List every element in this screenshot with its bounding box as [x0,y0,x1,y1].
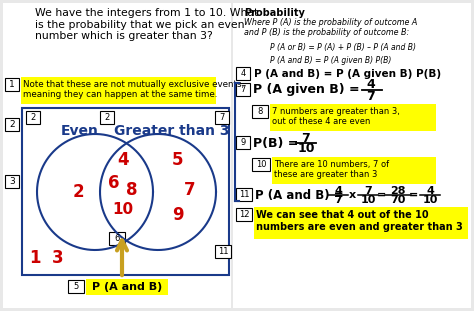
Text: 6: 6 [114,234,120,243]
FancyBboxPatch shape [21,77,216,104]
Text: =: = [377,190,387,200]
Text: =: = [410,190,419,200]
Text: 1: 1 [9,80,15,89]
Text: 3: 3 [9,177,15,186]
FancyBboxPatch shape [68,280,84,293]
Text: Probability: Probability [244,8,305,18]
FancyBboxPatch shape [236,83,250,96]
Text: 2: 2 [9,120,15,129]
Text: 6: 6 [108,174,120,192]
FancyBboxPatch shape [109,232,125,245]
Text: 28: 28 [390,186,406,196]
Text: P (A given B) =: P (A given B) = [253,83,364,96]
Text: 11: 11 [239,190,249,199]
FancyBboxPatch shape [215,245,231,258]
FancyBboxPatch shape [22,108,229,275]
FancyBboxPatch shape [270,104,436,131]
FancyBboxPatch shape [215,111,229,124]
Text: 7: 7 [364,186,372,196]
Text: x: x [348,190,356,200]
FancyBboxPatch shape [3,3,231,308]
Text: P (A and B) = P (A given B) P(B): P (A and B) = P (A given B) P(B) [270,56,392,65]
Text: Where P (A) is the probability of outcome A
and P (B) is the probability of outc: Where P (A) is the probability of outcom… [244,18,418,37]
Text: There are 10 numbers, 7 of
these are greater than 3: There are 10 numbers, 7 of these are gre… [274,160,389,179]
Text: 4: 4 [426,186,434,196]
Text: 7: 7 [366,90,375,103]
Text: Even: Even [61,124,99,138]
Text: P (A or B) = P (A) + P (B) – P (A and B): P (A or B) = P (A) + P (B) – P (A and B) [270,43,416,52]
Text: 7: 7 [184,181,196,199]
Text: 2: 2 [104,113,109,122]
Text: Greater than 3: Greater than 3 [114,124,230,138]
Text: 8: 8 [126,181,138,199]
Text: 9: 9 [172,206,184,224]
Text: 4: 4 [334,186,342,196]
Text: 70: 70 [390,195,406,205]
Text: 4: 4 [117,151,129,169]
Text: 1: 1 [29,249,41,267]
Text: P(B) =: P(B) = [253,137,303,150]
Text: 11: 11 [218,247,228,256]
Text: We have the integers from 1 to 10. What
is the probability that we pick an even
: We have the integers from 1 to 10. What … [35,8,258,41]
Text: 9: 9 [240,138,246,147]
Text: 10: 10 [256,160,266,169]
Text: 7: 7 [240,85,246,94]
FancyBboxPatch shape [236,208,252,221]
Text: 5: 5 [172,151,184,169]
FancyBboxPatch shape [26,111,40,124]
Text: 7 numbers are greater than 3,
out of these 4 are even: 7 numbers are greater than 3, out of the… [272,107,400,126]
Text: 7: 7 [219,113,225,122]
FancyBboxPatch shape [86,279,168,295]
FancyBboxPatch shape [272,157,436,184]
Text: 10: 10 [422,195,438,205]
Text: 10: 10 [112,202,134,217]
FancyBboxPatch shape [5,118,19,131]
FancyBboxPatch shape [236,136,250,149]
Text: 7: 7 [301,132,310,145]
Text: 7: 7 [334,195,342,205]
Text: 8: 8 [257,107,263,116]
Text: 2: 2 [30,113,36,122]
Text: 10: 10 [360,195,376,205]
Text: P (A and B) = P (A given B) P(B): P (A and B) = P (A given B) P(B) [254,69,441,79]
Text: 5: 5 [73,282,79,291]
FancyBboxPatch shape [236,67,250,80]
FancyBboxPatch shape [252,158,270,171]
FancyBboxPatch shape [5,78,19,91]
Text: 4: 4 [366,78,375,91]
Text: P (A and B) =: P (A and B) = [255,188,348,202]
Text: 10: 10 [297,142,315,156]
Text: 4: 4 [240,69,246,78]
FancyBboxPatch shape [252,105,268,118]
FancyBboxPatch shape [100,111,114,124]
Text: 12: 12 [239,210,249,219]
Text: We can see that 4 out of the 10
numbers are even and greater than 3: We can see that 4 out of the 10 numbers … [256,210,463,232]
Text: 3: 3 [52,249,64,267]
FancyBboxPatch shape [236,188,252,201]
Text: Note that these are not mutually exclusive events,
meaning they can happen at th: Note that these are not mutually exclusi… [23,80,244,100]
Text: 2: 2 [72,183,84,201]
FancyBboxPatch shape [233,3,471,308]
FancyBboxPatch shape [5,175,19,188]
FancyBboxPatch shape [254,207,468,239]
Text: P (A and B): P (A and B) [92,282,162,292]
